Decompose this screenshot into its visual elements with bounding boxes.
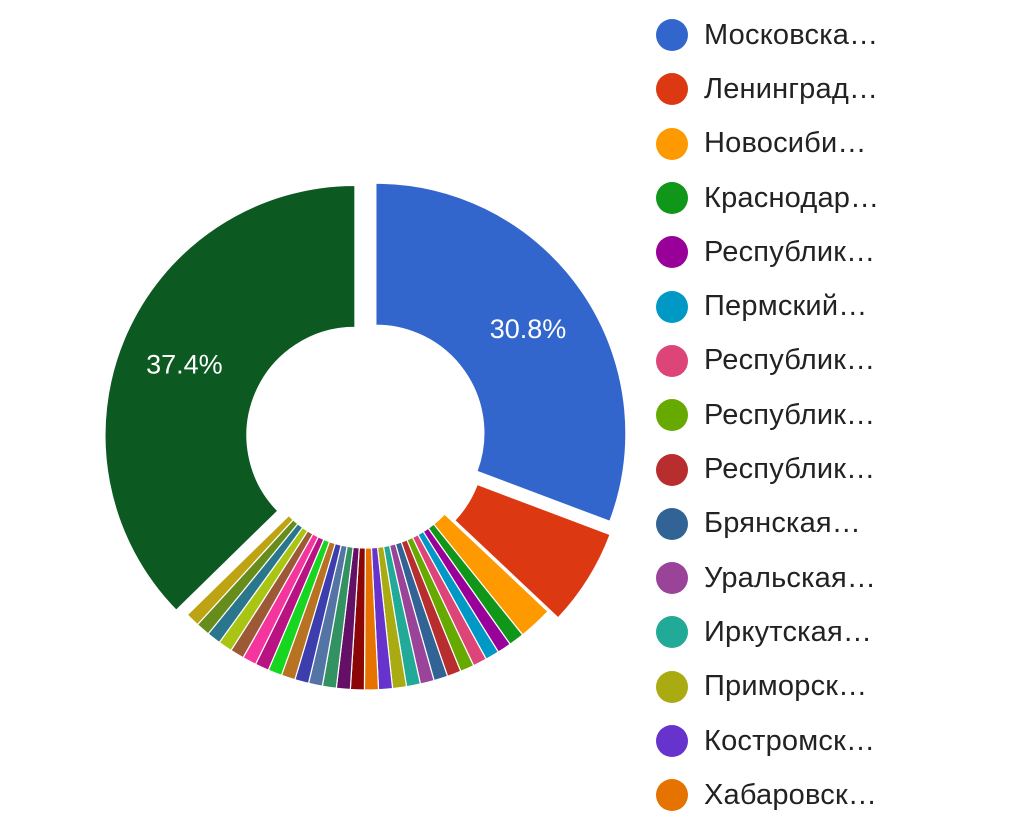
slice-data-label-29: 37.4%: [146, 350, 223, 380]
legend-swatch-icon: [656, 290, 688, 323]
legend-item-0[interactable]: Московска…: [656, 8, 879, 62]
legend-item-9[interactable]: Брянская…: [656, 497, 879, 551]
legend-label: Брянская…: [704, 507, 862, 540]
legend-item-2[interactable]: Новосиби…: [656, 117, 879, 171]
legend-item-10[interactable]: Уральская…: [656, 551, 879, 605]
pie-slice-29[interactable]: [104, 184, 356, 612]
legend-swatch-icon: [656, 399, 688, 432]
legend-item-13[interactable]: Костромск…: [656, 714, 879, 768]
legend-swatch-icon: [656, 562, 688, 595]
legend-label: Приморск…: [704, 670, 868, 703]
legend-swatch-icon: [656, 507, 688, 540]
legend-swatch-icon: [656, 453, 688, 486]
legend-label: Хабаровск…: [704, 778, 878, 811]
legend-swatch-icon: [656, 127, 688, 160]
legend-swatch-icon: [656, 73, 688, 106]
legend-label: Уральская…: [704, 561, 877, 594]
slice-data-label-0: 30.8%: [490, 314, 567, 344]
legend-swatch-icon: [656, 616, 688, 649]
legend-label: Новосиби…: [704, 127, 867, 160]
legend-item-3[interactable]: Краснодар…: [656, 171, 879, 225]
legend-item-4[interactable]: Республик…: [656, 225, 879, 279]
donut-svg: 30.8% 37.4%: [104, 182, 627, 691]
legend-swatch-icon: [656, 670, 688, 703]
legend-item-6[interactable]: Республик…: [656, 334, 879, 388]
pie-slice-0[interactable]: [375, 182, 627, 523]
pie-slice-28[interactable]: [186, 514, 295, 626]
legend-label: Иркутская…: [704, 615, 873, 648]
legend-item-11[interactable]: Иркутская…: [656, 605, 879, 659]
legend-label: Республик…: [704, 398, 876, 431]
legend-label: Краснодар…: [704, 181, 880, 214]
pie-slice-1[interactable]: [453, 483, 611, 619]
legend-swatch-icon: [656, 725, 688, 757]
legend-label: Ленинград…: [704, 72, 879, 105]
legend-item-8[interactable]: Республик…: [656, 442, 879, 496]
legend-swatch-icon: [656, 19, 688, 52]
legend-item-7[interactable]: Республик…: [656, 388, 879, 442]
legend-label: Московска…: [704, 18, 879, 51]
donut-chart: 30.8% 37.4% Московска… Ленинград… Новосиби……: [104, 19, 879, 812]
legend-label: Пермский…: [704, 290, 868, 323]
legend-swatch-icon: [656, 344, 688, 377]
legend-item-12[interactable]: Приморск…: [656, 660, 879, 714]
legend-label: Республик…: [704, 453, 876, 486]
legend-swatch-icon: [656, 236, 688, 269]
legend-swatch-icon: [656, 182, 688, 215]
legend-item-1[interactable]: Ленинград…: [656, 62, 879, 116]
legend-swatch-icon: [656, 779, 688, 812]
chart-legend: Московска… Ленинград… Новосиби… Краснодар… Р…: [656, 8, 879, 822]
legend-label: Республик…: [704, 344, 876, 377]
legend-item-14[interactable]: Хабаровск…: [656, 768, 879, 822]
legend-label: Республик…: [704, 235, 876, 268]
legend-label: Костромск…: [704, 724, 876, 757]
legend-item-5[interactable]: Пермский…: [656, 279, 879, 333]
